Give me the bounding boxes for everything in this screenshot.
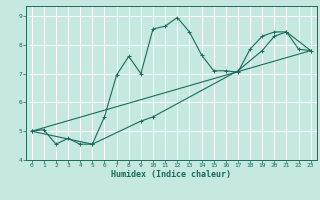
X-axis label: Humidex (Indice chaleur): Humidex (Indice chaleur): [111, 170, 231, 179]
